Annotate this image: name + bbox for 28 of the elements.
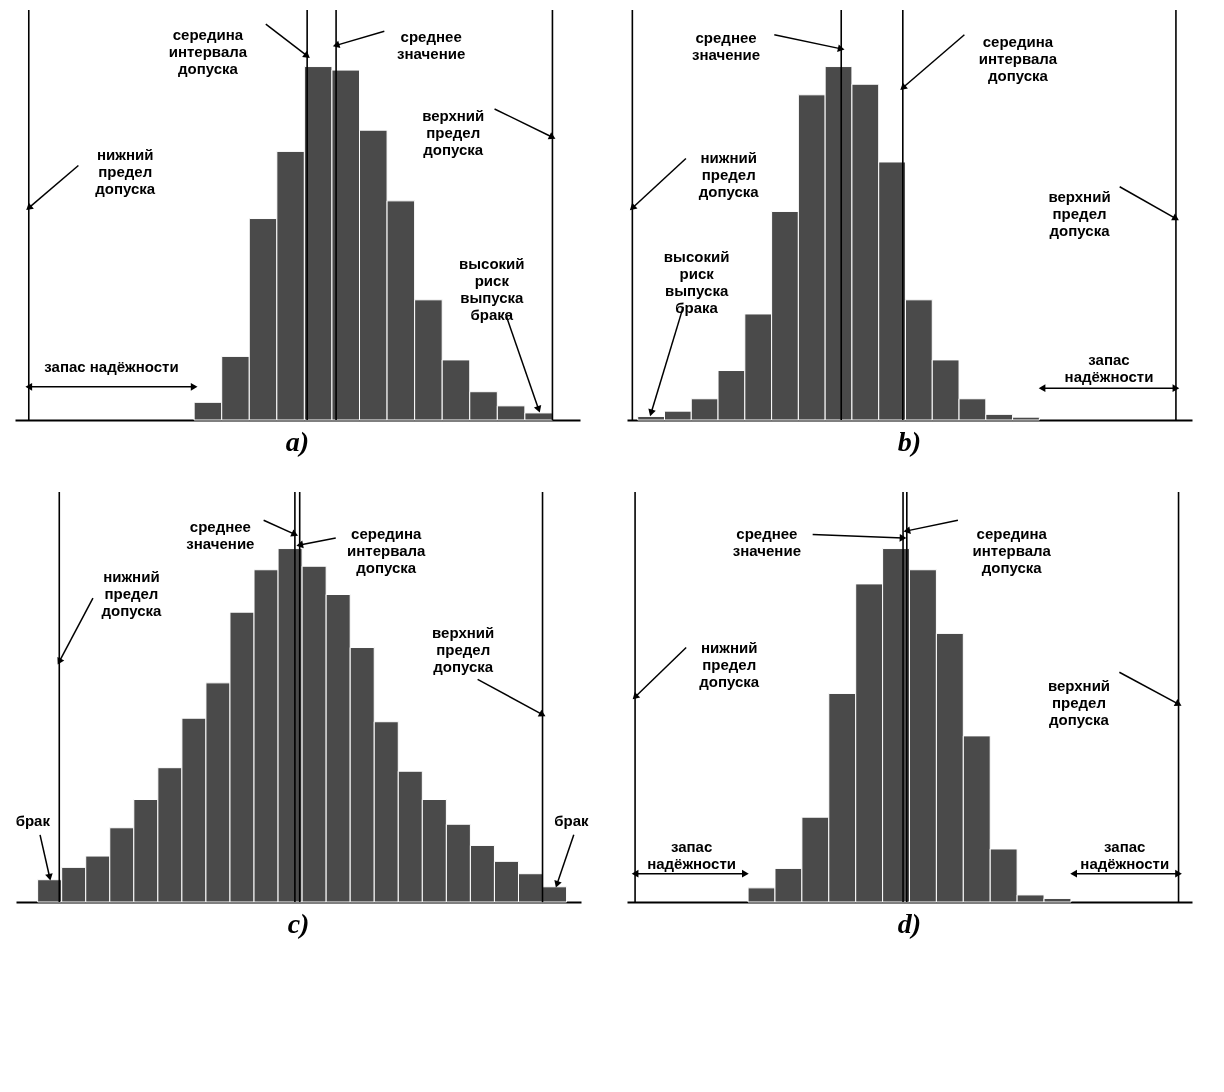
text: c): [287, 907, 310, 939]
annotation: нижний предел допуска: [699, 638, 760, 690]
annotation: середина интервала допуска: [978, 32, 1058, 84]
annotation: брак: [554, 811, 590, 829]
annotation: нижний предел допуска: [101, 567, 163, 619]
annotation: середина интервала допуска: [347, 525, 427, 577]
annotation: брак: [15, 811, 51, 829]
text: верхний предел допуска: [1048, 188, 1111, 240]
annotation: среднее значение: [186, 518, 255, 553]
annotation: середина интервала допуска: [168, 25, 248, 77]
annotation: верхний предел допуска: [1047, 677, 1111, 729]
text: запас надёжности: [1064, 350, 1154, 385]
text: нижний предел допуска: [95, 145, 156, 197]
annotation: высокий риск выпуска брака: [459, 255, 525, 324]
annotation: верхний предел допуска: [432, 624, 495, 676]
annotation: среднее значение: [732, 525, 801, 560]
text: d): [897, 907, 922, 939]
text: среднее значение: [691, 29, 761, 64]
text: запас надёжности: [647, 838, 736, 873]
text: среднее значение: [397, 27, 466, 62]
annotation: середина интервала допуска: [972, 525, 1052, 577]
annotation: высокий риск выпуска брака: [663, 248, 730, 317]
text: a): [285, 425, 310, 457]
text: запас надёжности: [1080, 838, 1170, 873]
annotation: верхний предел допуска: [422, 107, 485, 159]
annotation: нижний предел допуска: [698, 149, 760, 201]
text: запас надёжности: [44, 357, 179, 375]
text: b): [897, 425, 922, 457]
